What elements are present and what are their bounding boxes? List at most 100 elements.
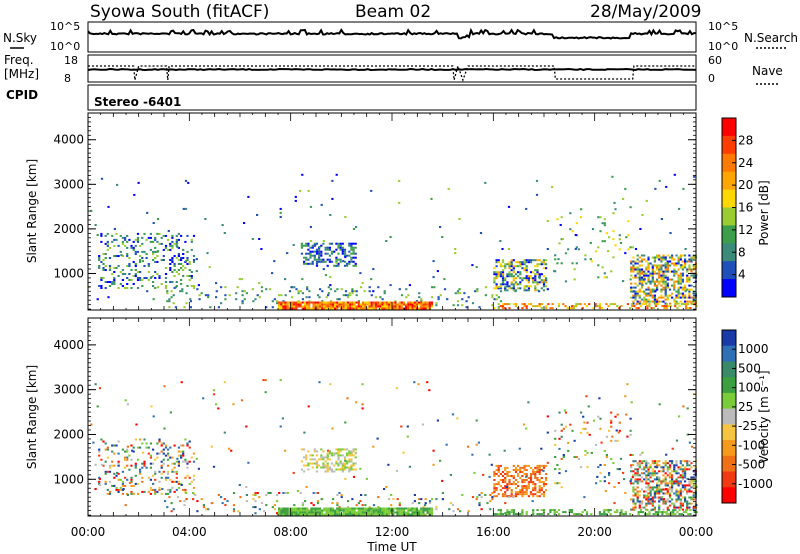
power-cell	[102, 269, 105, 271]
power-cell	[362, 307, 365, 310]
power-cell	[322, 258, 325, 261]
power-cell	[364, 303, 367, 306]
velocity-cell	[534, 489, 537, 492]
velocity-cell	[531, 500, 534, 503]
power-cell	[312, 303, 315, 306]
power-cell	[350, 244, 353, 247]
power-cell	[527, 287, 530, 290]
power-cell	[682, 303, 685, 306]
velocity-cell	[331, 502, 334, 505]
power-cell	[645, 274, 648, 277]
velocity-cell	[690, 502, 693, 505]
velocity-cell	[154, 488, 157, 491]
velocity-cell	[94, 488, 97, 490]
velocity-cell	[647, 500, 650, 503]
power-cell	[173, 269, 176, 271]
velocity-cell	[295, 509, 298, 512]
velocity-colorbar-label: 25	[738, 400, 753, 414]
power-cell	[175, 281, 178, 283]
power-cell	[315, 252, 319, 255]
velocity-cell	[649, 480, 652, 483]
power-cell	[407, 301, 410, 304]
power-cell	[495, 271, 498, 274]
velocity-cell	[343, 458, 347, 461]
power-cell	[396, 305, 399, 308]
velocity-cell	[517, 513, 520, 516]
power-cell	[618, 307, 621, 310]
power-cell	[534, 281, 537, 284]
velocity-cell	[299, 507, 302, 510]
velocity-cell	[293, 507, 296, 510]
velocity-cell	[352, 454, 355, 457]
power-cell	[389, 284, 392, 287]
power-cell	[117, 287, 120, 289]
power-cell	[512, 269, 515, 272]
velocity-cell	[554, 482, 557, 485]
velocity-cell	[297, 507, 300, 510]
power-cell	[346, 303, 350, 306]
velocity-cell	[649, 502, 652, 505]
velocity-cell	[645, 496, 648, 499]
power-cell	[658, 296, 661, 299]
power-cell	[573, 307, 576, 310]
power-cell	[673, 274, 676, 277]
velocity-cell	[512, 481, 515, 484]
power-cell	[660, 256, 663, 259]
velocity-cell	[424, 513, 427, 516]
power-cell	[132, 283, 135, 285]
power-cell	[284, 294, 287, 297]
power-cell	[664, 290, 667, 293]
velocity-cell	[341, 448, 344, 451]
velocity-cell	[202, 506, 205, 509]
velocity-cell	[139, 438, 142, 441]
power-cell	[184, 240, 187, 243]
velocity-cell	[309, 458, 312, 461]
velocity-cell	[336, 504, 339, 507]
velocity-cell	[326, 454, 329, 457]
velocity-cell	[177, 482, 180, 485]
velocity-cell	[160, 476, 163, 479]
power-cell	[638, 288, 641, 291]
velocity-cell	[426, 507, 429, 510]
power-cell	[654, 187, 657, 190]
power-cell	[501, 273, 505, 276]
velocity-cell	[314, 507, 317, 510]
velocity-cell	[643, 490, 646, 493]
velocity-cell	[510, 493, 513, 496]
power-cell	[575, 222, 578, 225]
power-cell	[660, 276, 663, 279]
power-cell	[690, 288, 693, 291]
power-cell	[331, 179, 334, 182]
power-cell	[618, 248, 621, 251]
power-cell	[137, 181, 140, 184]
power-cell	[339, 246, 342, 249]
power-cell	[297, 300, 300, 303]
velocity-cell	[130, 480, 133, 483]
power-cell	[420, 303, 423, 306]
velocity-cell	[364, 509, 367, 512]
velocity-cell	[252, 498, 255, 501]
velocity-cell	[585, 395, 588, 398]
velocity-cell	[182, 454, 185, 457]
velocity-cell	[372, 513, 375, 516]
power-cell	[638, 272, 641, 275]
power-cell	[690, 296, 693, 299]
velocity-cell	[147, 446, 150, 449]
velocity-cell	[177, 462, 180, 465]
power-cell	[666, 278, 669, 281]
velocity-cell	[525, 427, 528, 430]
power-cell	[508, 261, 511, 264]
power-colorbar-label: 28	[738, 133, 753, 147]
power-cell	[392, 303, 395, 306]
velocity-cell	[426, 509, 429, 512]
velocity-cell	[686, 490, 689, 493]
power-cell	[321, 290, 324, 293]
power-cell	[136, 240, 140, 243]
power-cell	[656, 278, 659, 281]
power-cell	[141, 260, 144, 263]
velocity-cell	[324, 464, 327, 467]
power-cell	[290, 286, 293, 289]
power-cell	[346, 307, 350, 310]
power-cell	[598, 305, 601, 308]
